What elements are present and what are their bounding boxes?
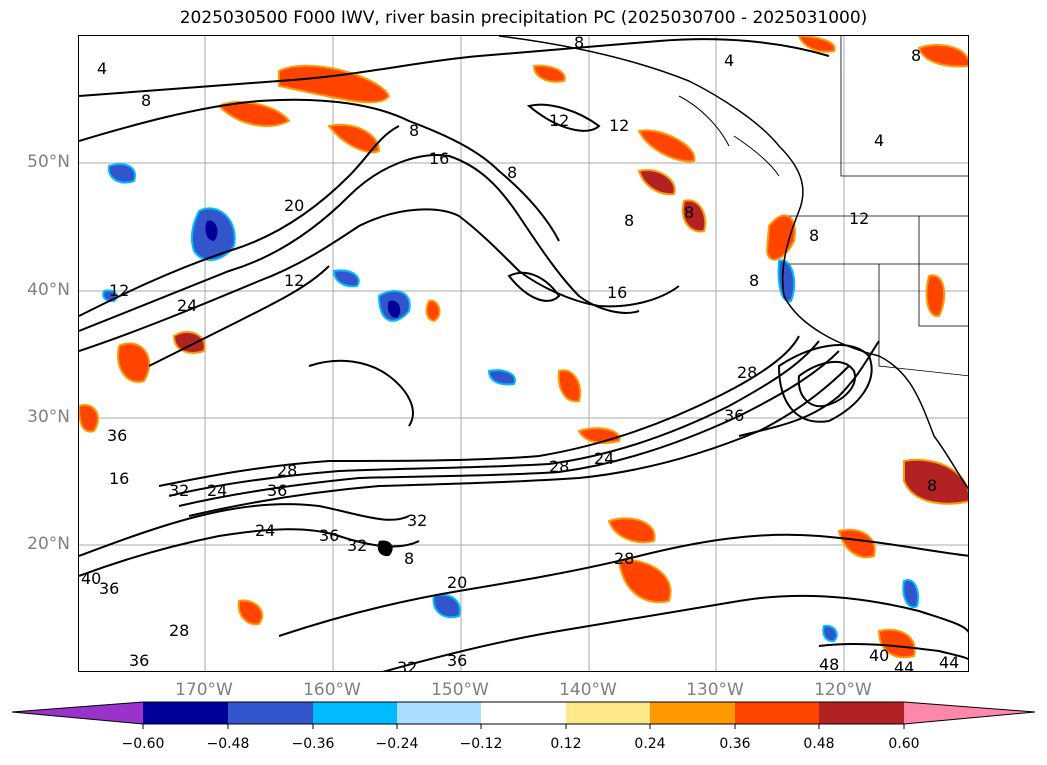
map-area[interactable]: 4 8 8 12 16 8 20 12 24 12 8 16 8 12 28 3… [78,35,969,672]
colorbar-tick: 0.36 [719,736,751,752]
map-svg: 4 8 8 12 16 8 20 12 24 12 8 16 8 12 28 3… [79,36,968,672]
colorbar-segment [481,702,566,724]
lon-label-150w: 150°W [431,680,489,700]
colorbar-segment [143,702,228,724]
contour-label: 12 [549,111,569,130]
contour-label: 44 [939,653,959,672]
colorbar-segment [397,702,481,724]
contour-label: 8 [574,36,584,52]
contour-label: 8 [507,163,517,182]
lat-label-40: 40°N [27,280,70,300]
map-title: 2025030500 F000 IWV, river basin precipi… [179,8,868,28]
contour-label: 24 [207,481,227,500]
contour-label: 32 [397,658,417,672]
contour-label: 12 [609,116,629,135]
colorbar-tick: −0.48 [206,736,250,752]
lat-label-20: 20°N [27,534,70,554]
colorbar-segment [566,702,650,724]
iwv-contours [79,38,968,671]
contour-label: 12 [849,209,869,228]
contour-label: 36 [447,651,467,670]
contour-label: 36 [107,426,127,445]
lon-label-130w: 130°W [686,680,744,700]
positive-anomaly-patches [79,36,968,659]
contour-label: 40 [81,569,101,588]
contour-label: 24 [594,449,614,468]
contour-label-group: 4 8 8 12 16 8 20 12 24 12 8 16 8 12 28 3… [81,36,959,672]
contour-label: 8 [911,46,921,65]
lon-label-140w: 140°W [559,680,617,700]
colorbar-segment [228,702,313,724]
contour-label: 8 [624,211,634,230]
colorbar-segment [650,702,735,724]
graticule [79,36,968,671]
colorbar-tick: 0.48 [803,736,835,752]
lat-label-50: 50°N [27,152,70,172]
contour-label: 8 [409,121,419,140]
colorbar-extend-right [904,702,1035,724]
colorbar [11,701,1036,729]
contour-label: 8 [684,203,694,222]
contour-label: 4 [724,51,734,70]
colorbar-segment [819,702,904,724]
contour-label: 36 [724,406,744,425]
contour-label: 32 [407,511,427,530]
colorbar-segment [735,702,819,724]
colorbar-tick: 0.60 [888,736,920,752]
colorbar-tick: −0.24 [375,736,419,752]
contour-label: 16 [109,469,129,488]
colorbar-tick: 0.12 [550,736,582,752]
contour-label: 8 [141,91,151,110]
contour-label: 36 [99,579,119,598]
contour-label: 32 [169,481,189,500]
contour-label: 8 [749,271,759,290]
colorbar-extend-left [12,702,143,724]
lon-label-120w: 120°W [814,680,872,700]
lon-label-160w: 160°W [303,680,361,700]
contour-label: 12 [284,271,304,290]
contour-label: 36 [319,526,339,545]
contour-label: 28 [277,461,297,480]
contour-label: 28 [169,621,189,640]
lon-label-170w: 170°W [175,680,233,700]
contour-label: 8 [404,549,414,568]
contour-label: 20 [447,573,467,592]
colorbar-segment [313,702,397,724]
coastline [498,36,968,490]
contour-label: 28 [549,457,569,476]
lat-label-30: 30°N [27,407,70,427]
contour-label: 16 [429,149,449,168]
contour-label: 36 [129,651,149,670]
contour-label: 4 [97,59,107,78]
contour-label: 20 [284,196,304,215]
contour-label: 32 [347,536,367,555]
contour-label: 28 [737,363,757,382]
contour-label: 40 [869,646,889,665]
colorbar-tick: −0.60 [121,736,165,752]
contour-label: 28 [614,549,634,568]
colorbar-tick: −0.12 [459,736,503,752]
negative-anomaly-patches [102,163,920,643]
contour-label: 48 [819,655,839,672]
contour-label: 4 [874,131,884,150]
contour-label: 16 [607,283,627,302]
contour-label: 8 [927,476,937,495]
contour-label: 44 [894,658,914,672]
contour-label: 8 [809,226,819,245]
contour-label: 24 [255,521,275,540]
contour-label: 36 [267,481,287,500]
contour-label: 12 [109,281,129,300]
contour-label: 24 [177,296,197,315]
colorbar-tick: −0.36 [291,736,335,752]
colorbar-tick: 0.24 [634,736,666,752]
